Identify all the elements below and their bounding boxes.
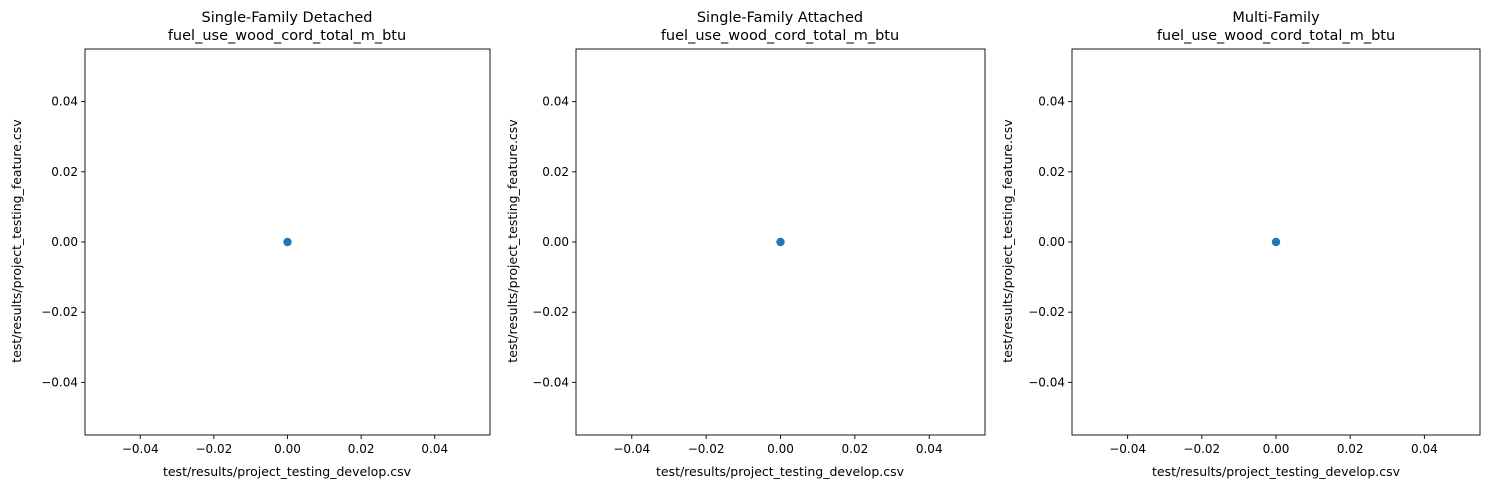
subplot-multi-family: Multi-Family fuel_use_wood_cord_total_m_… (1000, 10, 1481, 479)
chart-title: Single-Family Detached (201, 10, 372, 26)
x-tick-label: −0.04 (122, 442, 159, 456)
subplot-single-family-attached: Single-Family Attached fuel_use_wood_cor… (505, 10, 986, 479)
x-tick-label: −0.04 (613, 442, 650, 456)
y-tick-label: 0.00 (51, 235, 78, 249)
y-tick-label: −0.02 (1028, 305, 1065, 319)
y-tick-label: 0.04 (1038, 95, 1065, 109)
y-tick-label: 0.04 (51, 95, 78, 109)
chart-subtitle: fuel_use_wood_cord_total_m_btu (168, 28, 406, 44)
x-tick-label: 0.00 (767, 442, 794, 456)
x-tick-label: 0.00 (274, 442, 301, 456)
y-tick-label: 0.02 (51, 165, 78, 179)
x-tick-label: −0.02 (688, 442, 725, 456)
data-point (283, 237, 292, 247)
x-tick-label: 0.04 (1411, 442, 1438, 456)
y-tick-label: 0.02 (542, 165, 569, 179)
y-tick-label: −0.04 (41, 375, 78, 389)
x-axis-label: test/results/project_testing_develop.csv (1152, 464, 1401, 479)
x-tick-label: −0.02 (1183, 442, 1220, 456)
y-tick-label: 0.00 (1038, 235, 1065, 249)
chart-subtitle: fuel_use_wood_cord_total_m_btu (661, 28, 899, 44)
x-tick-label: −0.02 (195, 442, 232, 456)
y-tick-label: 0.04 (542, 95, 569, 109)
data-point (776, 237, 785, 247)
data-point (1271, 237, 1281, 247)
chart-subtitle: fuel_use_wood_cord_total_m_btu (1157, 28, 1395, 44)
x-tick-label: 0.02 (842, 442, 869, 456)
y-axis-label: test/results/project_testing_feature.csv (9, 119, 24, 363)
y-tick-label: −0.02 (532, 305, 569, 319)
y-tick-label: −0.02 (41, 305, 78, 319)
y-axis-label: test/results/project_testing_feature.csv (505, 119, 520, 363)
y-tick-label: −0.04 (532, 375, 569, 389)
chart-title: Single-Family Attached (697, 10, 863, 26)
y-tick-label: −0.04 (1028, 375, 1065, 389)
x-tick-label: 0.04 (421, 442, 448, 456)
x-tick-label: −0.04 (1109, 442, 1146, 456)
y-axis-label: test/results/project_testing_feature.csv (1000, 119, 1015, 363)
x-tick-label: 0.02 (348, 442, 375, 456)
subplot-single-family-detached: Single-Family Detached fuel_use_wood_cor… (9, 10, 491, 479)
chart-title: Multi-Family (1232, 10, 1320, 26)
x-tick-label: 0.02 (1337, 442, 1364, 456)
x-tick-label: 0.00 (1263, 442, 1290, 456)
y-tick-label: 0.02 (1038, 165, 1065, 179)
x-tick-label: 0.04 (916, 442, 943, 456)
y-tick-label: 0.00 (542, 235, 569, 249)
x-axis-label: test/results/project_testing_develop.csv (163, 464, 412, 479)
x-axis-label: test/results/project_testing_develop.csv (656, 464, 905, 479)
